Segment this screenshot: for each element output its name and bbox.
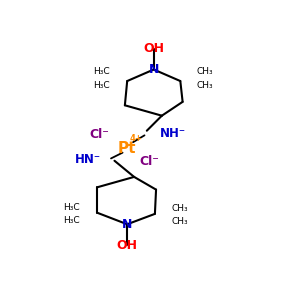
Text: Pt: Pt xyxy=(118,140,136,155)
Text: H₃C: H₃C xyxy=(63,216,80,225)
Text: H₃C: H₃C xyxy=(93,81,110,90)
Text: CH₃: CH₃ xyxy=(196,81,213,90)
Text: H₃C: H₃C xyxy=(93,67,110,76)
Text: H₃C: H₃C xyxy=(63,203,80,212)
Text: CH₃: CH₃ xyxy=(171,204,188,213)
Text: CH₃: CH₃ xyxy=(196,67,213,76)
Text: OH: OH xyxy=(143,42,164,55)
Text: HN⁻: HN⁻ xyxy=(74,153,101,166)
Text: NH⁻: NH⁻ xyxy=(160,127,186,140)
Text: 4+: 4+ xyxy=(130,134,143,143)
Text: N: N xyxy=(122,218,132,231)
Text: N: N xyxy=(148,63,159,76)
Text: Cl⁻: Cl⁻ xyxy=(139,155,159,168)
Text: Cl⁻: Cl⁻ xyxy=(89,128,110,141)
Text: OH: OH xyxy=(117,238,138,252)
Text: CH₃: CH₃ xyxy=(171,218,188,226)
